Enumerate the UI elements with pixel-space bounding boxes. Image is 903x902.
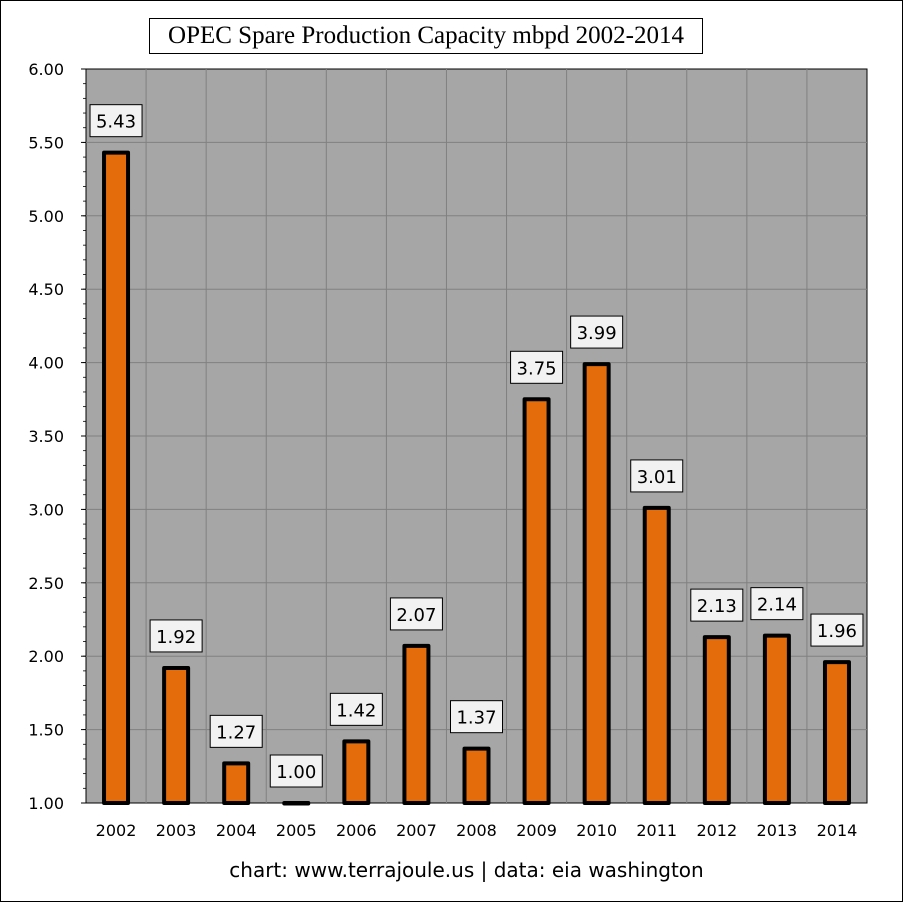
x-tick-label: 2009 bbox=[516, 821, 557, 840]
bar bbox=[462, 746, 491, 806]
data-label: 2.13 bbox=[697, 596, 737, 617]
y-tick-label: 4.50 bbox=[28, 280, 64, 299]
bar bbox=[282, 801, 311, 806]
bar bbox=[522, 397, 551, 805]
x-tick-label: 2007 bbox=[396, 821, 437, 840]
y-axis: 1.00 1.50 2.00 2.50 3.00 3.50 4.00 4.50 5.00 5.50… bbox=[28, 60, 86, 813]
y-tick-label: 3.00 bbox=[28, 500, 64, 519]
chart-footer: chart: www.terrajoule.us | data: eia was… bbox=[229, 858, 704, 882]
x-tick-label: 2003 bbox=[156, 821, 197, 840]
y-tick-label: 2.00 bbox=[28, 647, 64, 666]
data-label-box bbox=[570, 315, 624, 349]
x-tick-label: 2010 bbox=[576, 821, 617, 840]
data-label: 1.00 bbox=[276, 762, 316, 783]
data-label-box bbox=[630, 459, 684, 493]
data-label: 3.99 bbox=[577, 323, 617, 344]
data-label-box bbox=[810, 613, 864, 647]
bars bbox=[102, 150, 851, 806]
data-label-box bbox=[690, 588, 744, 622]
x-tick-label: 2013 bbox=[757, 821, 798, 840]
data-label-box bbox=[149, 619, 203, 653]
bar bbox=[162, 665, 191, 805]
data-label-box bbox=[750, 587, 804, 621]
x-axis: 2002 2003 2004 2005 2006 2007 2008 2009 2010 2011… bbox=[96, 821, 858, 840]
x-tick-label: 2014 bbox=[817, 821, 858, 840]
y-tick-label: 1.50 bbox=[28, 721, 64, 740]
x-tick-label: 2005 bbox=[276, 821, 317, 840]
y-tick-label: 2.50 bbox=[28, 574, 64, 593]
data-label-box bbox=[329, 692, 383, 726]
data-label: 1.27 bbox=[216, 722, 256, 743]
bar bbox=[582, 362, 611, 805]
bar bbox=[762, 633, 791, 806]
data-label-box bbox=[389, 597, 443, 631]
y-tick-label: 1.00 bbox=[28, 794, 64, 813]
data-label: 1.96 bbox=[817, 621, 857, 642]
x-tick-label: 2002 bbox=[96, 821, 137, 840]
y-tick-label: 6.00 bbox=[28, 60, 64, 79]
bar bbox=[222, 761, 251, 806]
data-label: 1.42 bbox=[336, 700, 376, 721]
data-label: 1.37 bbox=[456, 708, 496, 729]
x-tick-label: 2004 bbox=[216, 821, 257, 840]
y-tick-label: 5.50 bbox=[28, 133, 64, 152]
y-tick-label: 5.00 bbox=[28, 207, 64, 226]
bar bbox=[342, 739, 371, 805]
data-label: 3.75 bbox=[517, 358, 557, 379]
x-tick-label: 2008 bbox=[456, 821, 497, 840]
x-tick-label: 2011 bbox=[636, 821, 677, 840]
data-labels: 5.43 1.92 1.27 1.00 1.42 2.07 1.37 3.75 3.99 3.01… bbox=[89, 104, 864, 788]
data-label-box bbox=[510, 350, 564, 384]
data-label-box bbox=[89, 104, 143, 138]
x-tick-label: 2012 bbox=[696, 821, 737, 840]
data-label: 2.14 bbox=[757, 595, 797, 616]
bar bbox=[822, 660, 851, 806]
gridlines bbox=[86, 69, 867, 803]
data-label-box bbox=[450, 700, 503, 734]
bar bbox=[702, 635, 731, 806]
data-label: 1.92 bbox=[156, 627, 196, 648]
chart-title: OPEC Spare Production Capacity mbpd 2002… bbox=[149, 18, 703, 54]
data-label: 5.43 bbox=[96, 112, 136, 133]
data-label-box bbox=[269, 754, 323, 788]
y-tick-label: 4.00 bbox=[28, 354, 64, 373]
x-tick-label: 2006 bbox=[336, 821, 377, 840]
bar bbox=[642, 505, 671, 805]
data-label: 2.07 bbox=[396, 605, 436, 626]
bar bbox=[402, 643, 431, 806]
data-label-box bbox=[209, 714, 263, 748]
data-label: 3.01 bbox=[637, 467, 677, 488]
y-tick-label: 3.50 bbox=[28, 427, 64, 446]
bar bbox=[102, 150, 131, 805]
